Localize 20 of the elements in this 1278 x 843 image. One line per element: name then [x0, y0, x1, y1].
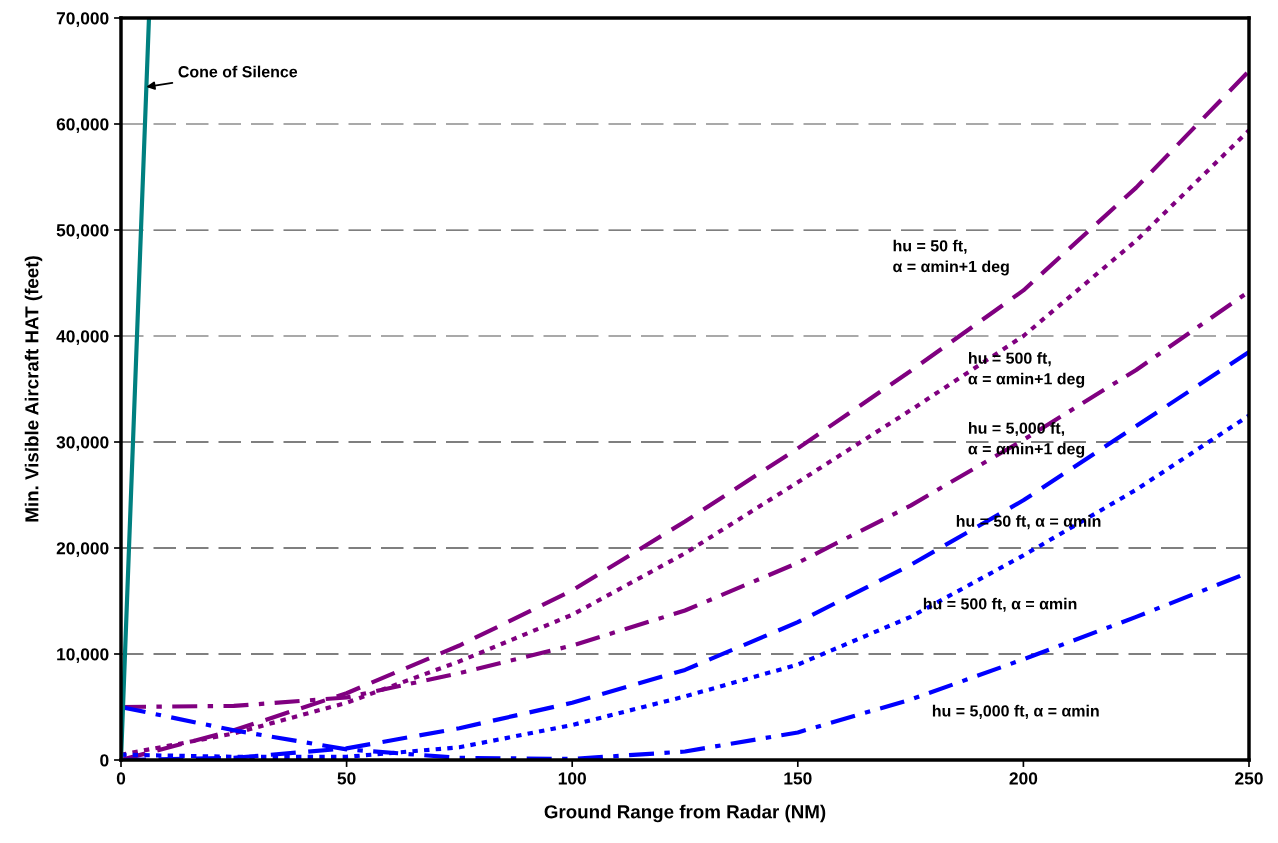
series-label: hu = 5,000 ft, α = αmin — [932, 704, 1099, 719]
y-tick-label: 10,000 — [57, 648, 109, 663]
y-axis-title: Min. Visible Aircraft HAT (feet) — [24, 256, 43, 522]
x-tick-label: 150 — [784, 772, 812, 785]
x-tick-label: 200 — [1009, 772, 1038, 785]
y-tick-label: 70,000 — [56, 12, 109, 27]
series-label: hu = 50 ft, α = αmin+1 deg — [893, 239, 1009, 276]
y-tick-label: 50,000 — [56, 224, 109, 239]
y-tick-label: 30,000 — [56, 436, 109, 451]
y-tick-label: 60,000 — [56, 118, 109, 133]
x-axis-title: Ground Range from Radar (NM) — [544, 804, 826, 823]
x-tick-label: 100 — [558, 772, 586, 785]
y-tick-label: 40,000 — [56, 330, 109, 345]
annotation: Cone of Silence — [178, 65, 298, 78]
series-label: hu = 500 ft, α = αmin+1 deg — [968, 352, 1085, 388]
x-tick-label: 50 — [337, 772, 356, 785]
y-tick-label: 0 — [100, 754, 109, 767]
x-tick-label: 250 — [1235, 772, 1263, 785]
y-tick-label: 20,000 — [56, 542, 109, 557]
x-tick-label: 0 — [116, 772, 126, 785]
